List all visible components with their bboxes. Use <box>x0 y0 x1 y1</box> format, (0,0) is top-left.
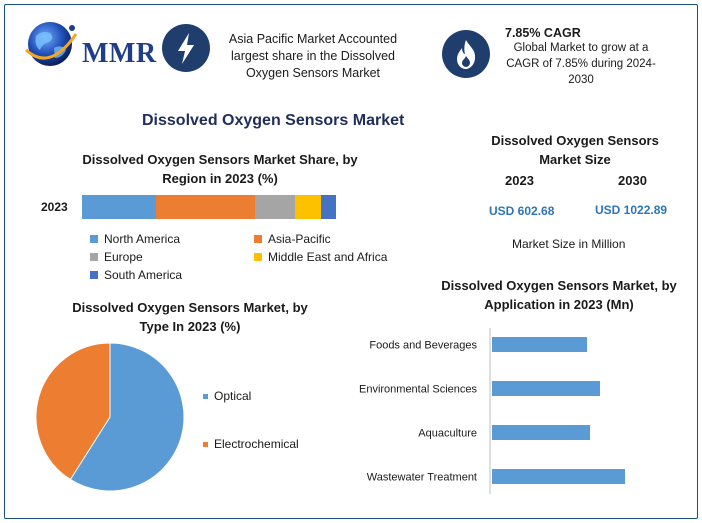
bar-segment-middle-east-and-africa <box>295 195 321 219</box>
legend-label: South America <box>104 268 183 282</box>
cagr-line: Global Market to grow at a <box>513 42 649 54</box>
bar-aquaculture <box>492 425 590 440</box>
legend-swatch <box>90 235 98 243</box>
legend-swatch <box>203 441 208 447</box>
cagr-title: 7.85% CAGR <box>505 26 581 40</box>
bar-foods-and-beverages <box>492 337 587 352</box>
highlight-line: Asia Pacific Market Accounted <box>228 32 398 46</box>
category-label-aquaculture: Aquaculture <box>418 428 477 440</box>
application-chart-title: Dissolved Oxygen Sensors Market, by Appl… <box>428 276 690 314</box>
type-pie-chart <box>35 342 185 492</box>
bar-segment-europe <box>254 195 296 219</box>
bar-segment-asia-pacific <box>155 195 255 219</box>
globe-icon <box>24 22 78 66</box>
lightning-icon <box>178 33 194 64</box>
legend-item-south-america: South America <box>90 268 182 282</box>
logo-text: MMR <box>82 38 157 69</box>
title-line: Region in 2023 (%) <box>162 171 278 186</box>
asia-pacific-highlight: Asia Pacific Market Accounted largest sh… <box>218 31 408 82</box>
region-stacked-bar <box>82 195 336 219</box>
region-chart-category-label: 2023 <box>41 200 68 214</box>
type-chart-title: Dissolved Oxygen Sensors Market, by Type… <box>60 298 320 336</box>
legend-item-asia-pacific: Asia-Pacific <box>254 232 331 246</box>
market-size-year-2023: 2023 <box>505 173 534 188</box>
application-bar-chart: Foods and Beverages Environmental Science… <box>359 328 625 494</box>
market-size-value-2023: USD 602.68 <box>489 204 555 218</box>
legend-item-middle-east-and-africa: Middle East and Africa <box>254 250 387 264</box>
legend-swatch <box>254 253 262 261</box>
region-chart-title: Dissolved Oxygen Sensors Market Share, b… <box>70 150 370 188</box>
legend-swatch <box>203 393 208 399</box>
legend-item-electrochemical: Electrochemical <box>203 437 299 451</box>
market-size-title: Dissolved Oxygen Sensors Market Size <box>480 131 670 169</box>
market-size-year-2030: 2030 <box>618 173 647 188</box>
category-label-environmental-sciences: Environmental Sciences <box>359 384 478 396</box>
highlight-line: Oxygen Sensors Market <box>245 66 381 80</box>
legend-label: North America <box>104 232 181 246</box>
flame-badge <box>442 30 490 78</box>
lightning-badge <box>162 24 210 72</box>
cagr-description: Global Market to grow at a CAGR of 7.85%… <box>496 40 666 88</box>
title-line: Dissolved Oxygen Sensors Market, by <box>72 300 308 315</box>
bar-environmental-sciences <box>492 381 600 396</box>
legend-label: Optical <box>214 389 252 403</box>
title-line: Type In 2023 (%) <box>139 319 241 334</box>
bar-wastewater-treatment <box>492 469 625 484</box>
title-line: Dissolved Oxygen Sensors Market Share, b… <box>82 152 358 167</box>
infographic-frame <box>4 4 698 519</box>
cagr-line: 2030 <box>568 74 594 86</box>
bar-segment-north-america <box>82 195 156 219</box>
category-label-wastewater-treatment: Wastewater Treatment <box>367 472 477 484</box>
highlight-line: largest share in the Dissolved <box>231 49 395 63</box>
title-line: Dissolved Oxygen Sensors <box>491 133 659 148</box>
cagr-line: CAGR of 7.85% during 2024- <box>506 58 656 70</box>
legend-swatch <box>90 271 98 279</box>
main-title: Dissolved Oxygen Sensors Market <box>142 112 405 129</box>
title-line: Dissolved Oxygen Sensors Market, by <box>441 278 677 293</box>
legend-label: Europe <box>104 250 143 264</box>
market-size-value-2030: USD 1022.89 <box>595 203 668 217</box>
brand-logo: MMR <box>22 14 156 76</box>
category-label-foods-and-beverages: Foods and Beverages <box>369 340 477 352</box>
pie-slice-electrochemical <box>35 342 111 481</box>
legend-label: Asia-Pacific <box>268 232 331 246</box>
pie-slice-optical <box>69 342 185 492</box>
legend-item-north-america: North America <box>90 232 180 246</box>
legend-label: Middle East and Africa <box>268 250 388 264</box>
title-line: Market Size <box>539 152 611 167</box>
market-size-unit-note: Market Size in Million <box>512 237 626 251</box>
legend-swatch <box>90 253 98 261</box>
legend-item-europe: Europe <box>90 250 143 264</box>
flame-icon <box>457 40 476 69</box>
bar-segment-south-america <box>320 195 336 219</box>
legend-item-optical: Optical <box>203 389 251 403</box>
legend-swatch <box>254 235 262 243</box>
legend-label: Electrochemical <box>214 437 299 451</box>
title-line: Application in 2023 (Mn) <box>484 297 634 312</box>
